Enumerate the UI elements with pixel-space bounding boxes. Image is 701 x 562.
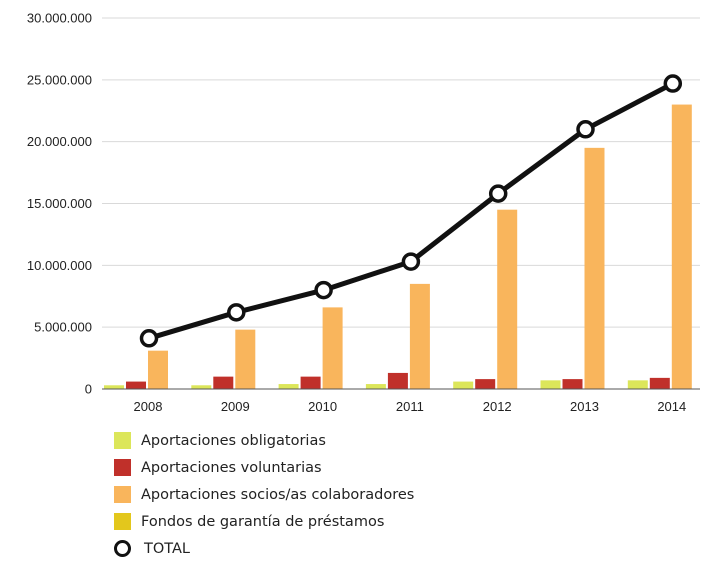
- legend-marker-total-icon: [114, 540, 131, 557]
- x-tick-label: 2009: [221, 399, 250, 414]
- bar-voluntarias: [387, 372, 408, 389]
- x-tick-label: 2008: [134, 399, 163, 414]
- legend: Aportaciones obligatorias Aportaciones v…: [114, 427, 414, 562]
- total-point: [314, 280, 333, 300]
- bar-voluntarias: [649, 377, 670, 389]
- bar-obligatorias: [453, 381, 474, 389]
- legend-label-voluntarias: Aportaciones voluntarias: [141, 459, 322, 476]
- bar-socios: [409, 283, 430, 389]
- y-tick-label: 0: [85, 382, 92, 397]
- x-tick-label: 2010: [308, 399, 337, 414]
- legend-item-obligatorias: Aportaciones obligatorias: [114, 427, 414, 454]
- bar-voluntarias: [213, 376, 234, 389]
- legend-item-socios: Aportaciones socios/as colaboradores: [114, 481, 414, 508]
- total-point: [663, 74, 683, 93]
- legend-label-total: TOTAL: [144, 540, 190, 557]
- legend-item-total: TOTAL: [114, 535, 414, 562]
- bar-voluntarias: [562, 379, 583, 389]
- bar-obligatorias: [278, 384, 299, 389]
- bar-obligatorias: [627, 380, 648, 389]
- bar-socios: [235, 329, 256, 389]
- y-tick-label: 20.000.000: [27, 134, 92, 149]
- legend-swatch-obligatorias: [114, 432, 131, 449]
- x-tick-label: 2014: [657, 399, 686, 414]
- total-point: [227, 303, 246, 322]
- total-point: [401, 252, 421, 271]
- y-tick-label: 10.000.000: [27, 258, 92, 273]
- bar-socios: [322, 307, 343, 389]
- legend-swatch-voluntarias: [114, 459, 131, 476]
- bar-socios: [671, 104, 692, 390]
- total-line: [139, 74, 683, 348]
- legend-item-voluntarias: Aportaciones voluntarias: [114, 454, 414, 481]
- bar-obligatorias: [191, 385, 212, 389]
- y-axis-labels: 0 5.000.000 10.000.000 15.000.000 20.000.000…: [27, 11, 92, 397]
- legend-label-fondos: Fondos de garantía de préstamos: [141, 513, 385, 530]
- y-tick-label: 25.000.000: [27, 72, 92, 87]
- x-tick-label: 2011: [396, 399, 424, 414]
- bar-socios: [148, 350, 168, 389]
- bar-socios: [584, 147, 605, 389]
- y-tick-label: 30.000.000: [27, 11, 92, 26]
- legend-label-socios: Aportaciones socios/as colaboradores: [141, 486, 415, 503]
- bar-socios: [497, 209, 518, 389]
- chart: 0 5.000.000 10.000.000 15.000.000 20.000.000…: [27, 11, 700, 414]
- bar-obligatorias: [540, 380, 561, 389]
- bar-voluntarias: [475, 379, 496, 389]
- bar-obligatorias: [104, 385, 124, 389]
- legend-label-obligatorias: Aportaciones obligatorias: [141, 432, 326, 449]
- total-point: [576, 120, 595, 139]
- total-point: [488, 184, 508, 203]
- bars: [104, 104, 692, 390]
- y-tick-label: 5.000.000: [34, 320, 92, 335]
- total-point: [139, 329, 159, 348]
- x-tick-label: 2013: [570, 399, 599, 414]
- legend-swatch-socios: [114, 486, 131, 503]
- grid-lines: [102, 17, 700, 328]
- legend-swatch-fondos: [114, 513, 131, 530]
- bar-obligatorias: [365, 384, 386, 389]
- bar-voluntarias: [126, 381, 146, 389]
- bar-voluntarias: [300, 376, 321, 389]
- x-tick-label: 2012: [483, 399, 512, 414]
- legend-item-fondos: Fondos de garantía de préstamos: [114, 508, 414, 535]
- y-tick-label: 15.000.000: [27, 196, 92, 211]
- x-axis-labels: 2008 2009 2010 2011 2012 2013 2014: [134, 399, 687, 414]
